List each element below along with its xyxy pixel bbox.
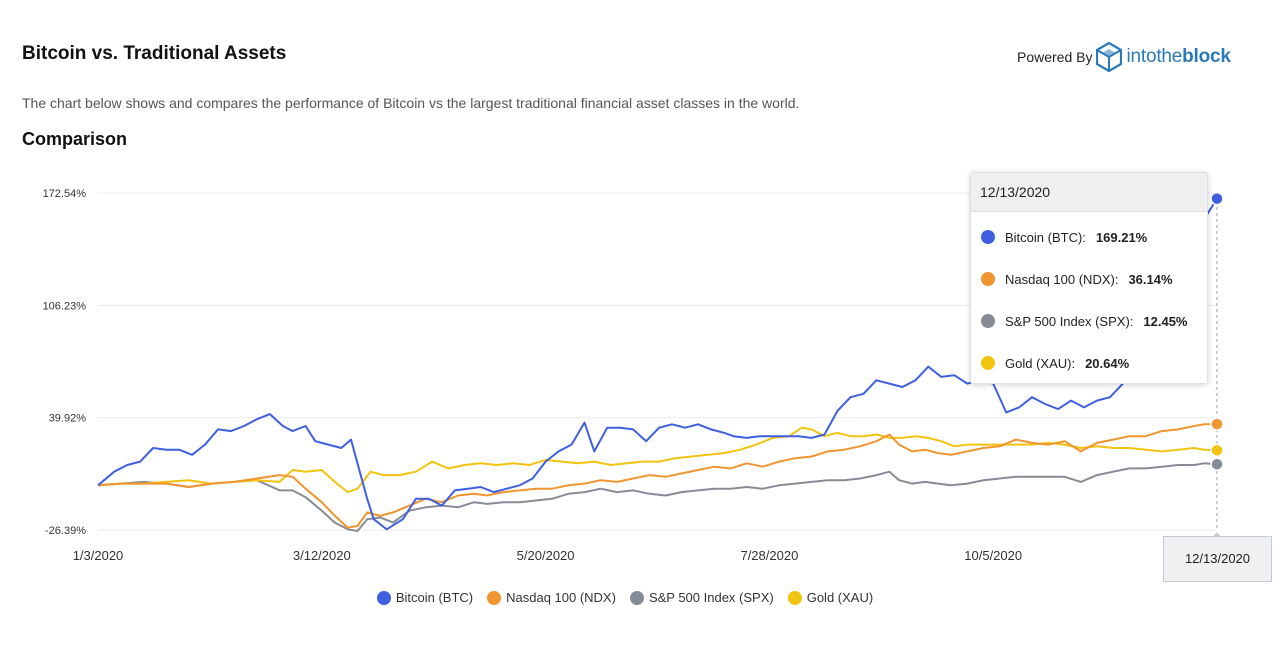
legend-label: Bitcoin (BTC) [395, 590, 474, 605]
tooltip-value: 36.14% [1128, 271, 1173, 287]
tooltip-dot-btc [981, 230, 995, 244]
x-tick-label: 3/12/2020 [293, 548, 351, 563]
series-end-marker-1[interactable] [1210, 417, 1224, 431]
tooltip-label: Bitcoin (BTC): [1005, 229, 1086, 245]
tooltip-label: Nasdaq 100 (NDX): [1005, 271, 1119, 287]
tooltip-label: Gold (XAU): [1005, 355, 1076, 371]
legend-label: S&P 500 Index (SPX) [648, 590, 774, 605]
series-line-2[interactable] [97, 462, 1218, 532]
hover-tooltip: 12/13/2020 Bitcoin (BTC): 169.21% Nasdaq… [970, 172, 1208, 384]
brand-name: intotheblock [1126, 46, 1230, 68]
series-line-3[interactable] [97, 426, 1218, 494]
page-title: Bitcoin vs. Traditional Assets [22, 43, 287, 64]
tooltip-row-spx: S&P 500 Index (SPX): 12.45% [981, 311, 1187, 331]
y-axis-ticks: -26.39% 39.92% 106.23% 172.54% [43, 188, 87, 537]
chart-markers [1210, 191, 1224, 471]
legend-dot-btc [376, 590, 391, 605]
y-tick-label: 106.23% [43, 300, 87, 312]
tooltip-row-ndx: Nasdaq 100 (NDX): 36.14% [981, 269, 1173, 289]
tooltip-label: S&P 500 Index (SPX): [1005, 313, 1134, 329]
section-title: Comparison [22, 129, 128, 149]
legend-dot-spx [629, 590, 644, 605]
legend-item-ndx[interactable]: Nasdaq 100 (NDX) [487, 590, 616, 605]
series-end-marker-2[interactable] [1210, 457, 1224, 471]
crosshair-date-label: 12/13/2020 [1163, 536, 1272, 582]
x-tick-label: 1/3/2020 [73, 548, 124, 563]
chart-legend: Bitcoin (BTC) Nasdaq 100 (NDX) S&P 500 I… [0, 590, 1250, 605]
tooltip-dot-spx [981, 314, 995, 328]
series-line-1[interactable] [97, 423, 1218, 529]
comparison-line-chart[interactable]: -26.39% 39.92% 106.23% 172.54% 1/3/2020 3/12… [0, 160, 1288, 580]
tooltip-dot-ndx [981, 272, 995, 286]
legend-dot-xau [787, 590, 802, 605]
x-tick-label: 10/5/2020 [964, 548, 1022, 563]
legend-item-spx[interactable]: S&P 500 Index (SPX) [629, 590, 774, 605]
series-end-marker-3[interactable] [1210, 443, 1224, 458]
series-line-0[interactable] [97, 198, 1218, 531]
legend-item-xau[interactable]: Gold (XAU) [787, 590, 874, 605]
legend-label: Nasdaq 100 (NDX) [506, 590, 616, 605]
powered-by-label: Powered By [1017, 49, 1093, 65]
series-end-marker-0[interactable] [1210, 191, 1224, 206]
x-tick-label: 7/28/2020 [740, 548, 798, 563]
tooltip-row-btc: Bitcoin (BTC): 169.21% [981, 227, 1147, 247]
tooltip-date: 12/13/2020 [971, 173, 1207, 212]
y-tick-label: 39.92% [49, 413, 87, 425]
legend-dot-ndx [487, 590, 502, 605]
brand-suffix: block [1182, 46, 1231, 67]
y-tick-label: 172.54% [43, 188, 87, 200]
tooltip-row-xau: Gold (XAU): 20.64% [981, 353, 1129, 373]
page-subtitle: The chart below shows and compares the p… [22, 95, 800, 111]
x-tick-label: 5/20/2020 [517, 548, 575, 563]
tooltip-value: 12.45% [1143, 313, 1188, 329]
y-tick-label: -26.39% [45, 525, 86, 537]
chart-series [97, 198, 1218, 532]
tooltip-value: 20.64% [1085, 355, 1130, 371]
legend-label: Gold (XAU) [806, 590, 874, 605]
powered-by[interactable]: Powered By intotheblock [1017, 40, 1231, 74]
intotheblock-logo-icon [1096, 42, 1123, 72]
brand-prefix: intothe [1126, 46, 1183, 67]
tooltip-value: 169.21% [1095, 229, 1148, 245]
legend-item-btc[interactable]: Bitcoin (BTC) [376, 590, 474, 605]
tooltip-dot-xau [981, 356, 995, 370]
x-axis-ticks: 1/3/2020 3/12/2020 5/20/2020 7/28/2020 10/5/… [73, 548, 1022, 563]
